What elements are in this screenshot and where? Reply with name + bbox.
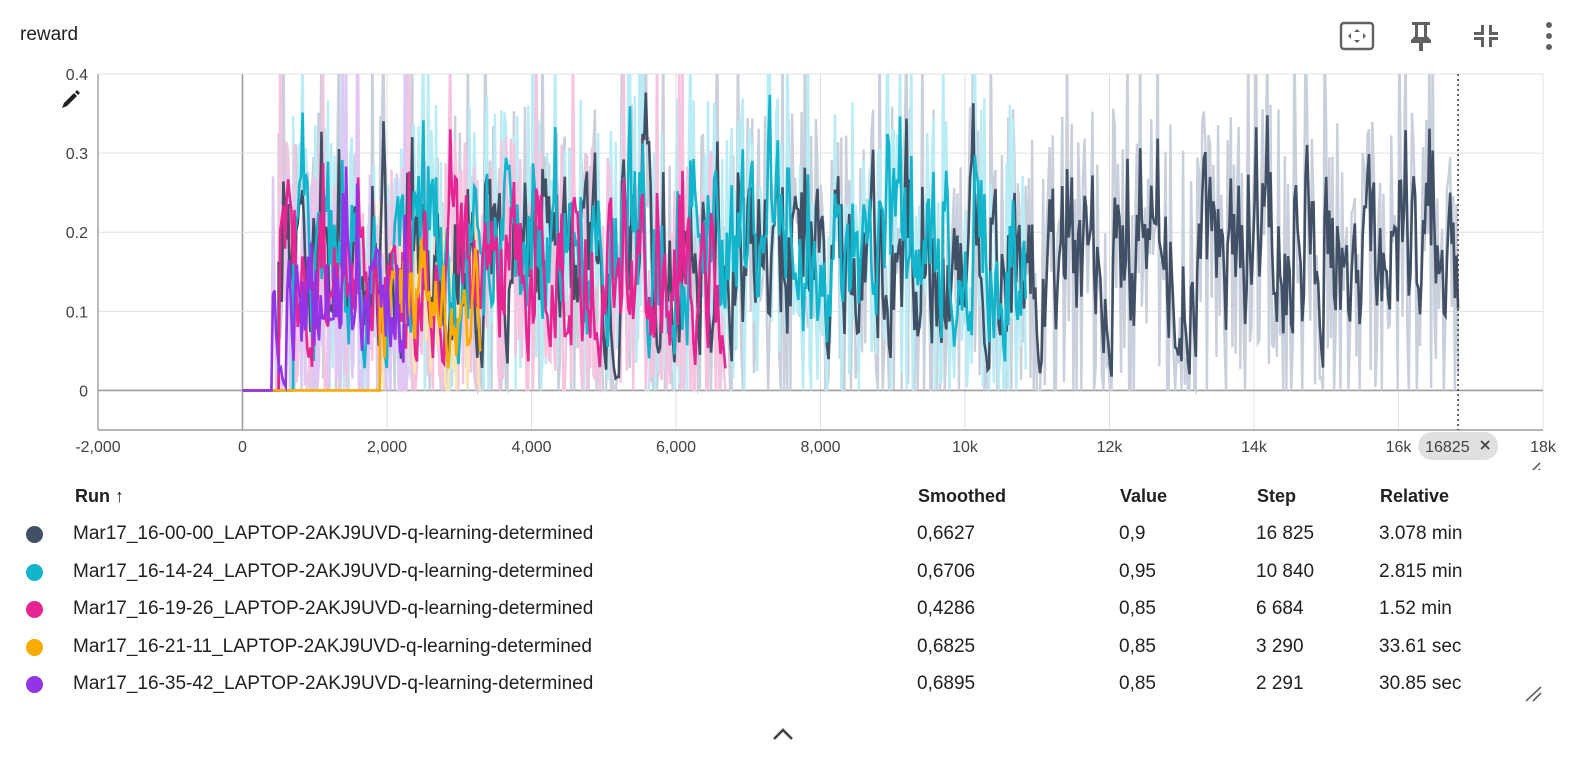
run-color-dot[interactable] (26, 563, 43, 581)
pencil-icon (62, 90, 80, 108)
card-toolbar (1325, 14, 1581, 58)
close-icon[interactable] (1480, 440, 1490, 450)
smoothed-line-Mar17_16-35-42[interactable] (242, 166, 410, 392)
smoothed-column-header[interactable]: Smoothed (918, 486, 1006, 506)
collapse-icon (1474, 25, 1498, 47)
cell-value: 0,85 (1119, 673, 1156, 694)
cell-smoothed: 0,6627 (917, 523, 976, 544)
run-color-dot[interactable] (26, 526, 43, 543)
table-row[interactable]: Mar17_16-19-26_LAPTOP-2AKJ9UVD-q-learnin… (0, 591, 1581, 628)
run-color-dot[interactable] (26, 638, 43, 656)
x-tick-label: 0 (238, 439, 247, 456)
x-tick-label: 10k (952, 439, 979, 456)
relative-column-header[interactable]: Relative (1380, 486, 1450, 506)
cell-smoothed: 0,6706 (917, 560, 976, 582)
cell-step: 10 840 (1256, 560, 1315, 582)
smoothed-line-Mar17_16-19-26[interactable] (242, 129, 727, 392)
x-tick-label: 4,000 (511, 439, 551, 456)
table-row[interactable]: Mar17_16-00-00_LAPTOP-2AKJ9UVD-q-learnin… (0, 516, 1581, 553)
cell-step: 16 825 (1256, 523, 1315, 544)
reward-chart[interactable]: 0 0.1 0.2 0.3 0.4 -2,000 0 2,000 4,000 6,000 8,00… (0, 60, 1581, 470)
x-tick-label: 14k (1241, 439, 1268, 456)
x-tick-label: 18k (1530, 439, 1557, 456)
chevron-up-icon[interactable] (770, 722, 796, 748)
y-tick-label: 0.1 (66, 304, 88, 321)
fit-domain-icon (1339, 21, 1375, 51)
cell-smoothed: 0,4286 (917, 598, 976, 619)
chart-resize-handle[interactable] (1526, 462, 1541, 470)
table-row[interactable]: Mar17_16-21-11_LAPTOP-2AKJ9UVD-q-learnin… (0, 629, 1581, 666)
x-tick-label: 6,000 (656, 439, 696, 456)
run-color-dot[interactable] (26, 601, 43, 618)
cell-relative: 1.52 min (1379, 598, 1452, 619)
card-title: reward (20, 24, 79, 45)
y-tick-label: 0.2 (66, 225, 88, 242)
x-tick-label: 8,000 (800, 439, 840, 456)
run-column-header[interactable]: Run ↑ (75, 486, 124, 506)
x-tick-label: 16k (1386, 439, 1413, 456)
table-row[interactable]: Mar17_16-35-42_LAPTOP-2AKJ9UVD-q-learnin… (0, 666, 1581, 703)
more-menu-button[interactable] (1517, 14, 1581, 58)
cell-value: 0,9 (1119, 523, 1146, 544)
cell-smoothed: 0,6825 (917, 635, 976, 657)
cell-run: Mar17_16-14-24_LAPTOP-2AKJ9UVD-q-learnin… (73, 560, 594, 582)
cell-run: Mar17_16-19-26_LAPTOP-2AKJ9UVD-q-learnin… (73, 598, 594, 619)
cell-step: 2 291 (1256, 673, 1304, 694)
collapse-button[interactable] (1453, 14, 1517, 58)
cell-run: Mar17_16-35-42_LAPTOP-2AKJ9UVD-q-learnin… (73, 673, 594, 694)
smoothed-line-Mar17_16-14-24[interactable] (242, 94, 1027, 392)
more-vert-icon (1546, 22, 1552, 50)
cell-relative: 3.078 min (1379, 523, 1463, 544)
y-tick-label: 0.3 (66, 146, 88, 163)
smoothed-line-Mar17_16-21-11[interactable] (242, 238, 482, 392)
y-tick-label: 0 (79, 383, 88, 400)
pin-icon (1411, 22, 1431, 51)
cell-run: Mar17_16-21-11_LAPTOP-2AKJ9UVD-q-learnin… (73, 635, 592, 657)
pin-button[interactable] (1389, 14, 1453, 58)
value-column-header[interactable]: Value (1120, 486, 1168, 506)
step-cursor-label: 16825 (1425, 439, 1470, 456)
table-resize-handle[interactable] (1526, 686, 1544, 702)
x-tick-label: 2,000 (367, 439, 407, 456)
step-column-header[interactable]: Step (1257, 486, 1297, 506)
fit-domain-button[interactable] (1325, 14, 1389, 58)
y-tick-label: 0.4 (66, 67, 88, 84)
cell-value: 0,95 (1119, 560, 1156, 582)
edit-pencil-button[interactable] (62, 90, 80, 108)
cell-step: 6 684 (1256, 598, 1304, 619)
step-cursor-chip[interactable]: 16825 (1418, 432, 1499, 460)
table-header: Run ↑ Smoothed Value Step Relative (0, 478, 1581, 514)
cell-relative: 33.61 sec (1379, 635, 1462, 657)
cell-relative: 30.85 sec (1379, 673, 1462, 694)
cell-relative: 2.815 min (1379, 560, 1463, 582)
cell-value: 0,85 (1119, 635, 1156, 657)
table-row[interactable]: Mar17_16-14-24_LAPTOP-2AKJ9UVD-q-learnin… (0, 554, 1581, 591)
x-tick-label: 12k (1097, 439, 1124, 456)
cell-step: 3 290 (1256, 635, 1304, 657)
cell-run: Mar17_16-00-00_LAPTOP-2AKJ9UVD-q-learnin… (73, 523, 594, 544)
cell-value: 0,85 (1119, 598, 1156, 619)
x-tick-label: -2,000 (75, 439, 120, 456)
cell-smoothed: 0,6895 (917, 673, 976, 694)
run-color-dot[interactable] (26, 676, 43, 693)
